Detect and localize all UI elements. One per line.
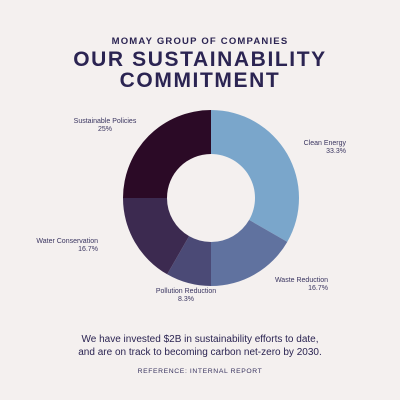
label-waste-reduction: Waste Reduction [275, 277, 328, 284]
title-line-2: COMMITMENT [119, 69, 281, 92]
footer-statement: We have invested $2B in sustainability e… [0, 333, 400, 359]
label-sustainable-policies: Sustainable Policies [74, 118, 137, 125]
slice-clean-energy [211, 110, 299, 242]
footer-line-2: and are on track to becoming carbon net-… [78, 347, 322, 358]
value-waste-reduction: 16.7% [308, 285, 328, 292]
label-pollution-reduction: Pollution Reduction [156, 288, 216, 295]
slice-sustainable-policies [123, 110, 211, 198]
value-sustainable-policies: 25% [98, 126, 112, 133]
label-clean-energy: Clean Energy [304, 140, 347, 147]
footer-line-1: We have invested $2B in sustainability e… [81, 334, 319, 345]
value-pollution-reduction: 8.3% [178, 296, 194, 303]
reference-note: REFERENCE: INTERNAL REPORT [137, 368, 263, 375]
value-water-conservation: 16.7% [78, 246, 98, 253]
slice-water-conservation [123, 198, 190, 275]
value-clean-energy: 33.3% [326, 148, 346, 155]
page-title: OUR SUSTAINABILITY COMMITMENT [0, 49, 400, 91]
slice-pollution-reduction [167, 236, 211, 286]
slice-waste-reduction [211, 219, 288, 286]
label-water-conservation: Water Conservation [36, 238, 98, 245]
title-line-1: OUR SUSTAINABILITY [73, 48, 327, 71]
company-name: MOMAY GROUP OF COMPANIES [111, 36, 289, 47]
